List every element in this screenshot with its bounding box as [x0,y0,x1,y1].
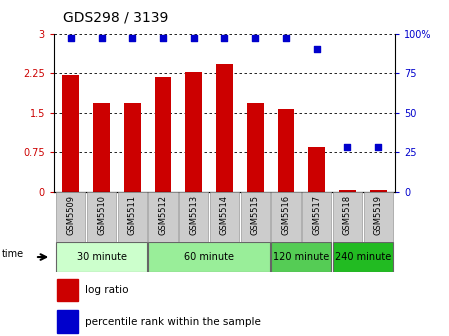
Point [98,36,105,41]
Point [67,36,75,41]
Text: GDS298 / 3139: GDS298 / 3139 [63,10,168,24]
Text: GSM5516: GSM5516 [282,195,291,235]
Point [129,36,136,41]
Text: GSM5515: GSM5515 [251,195,260,235]
Text: GSM5512: GSM5512 [158,195,167,235]
Bar [308,147,325,192]
Point [159,36,167,41]
Bar [57,310,78,333]
Text: 120 minute: 120 minute [273,252,330,262]
Bar [185,72,202,192]
Bar [57,279,78,301]
Bar [241,192,270,242]
Text: percentile rank within the sample: percentile rank within the sample [84,317,260,327]
Text: GSM5519: GSM5519 [374,195,383,235]
Point [282,36,290,41]
Point [251,36,259,41]
Bar [118,192,147,242]
Bar [271,192,300,242]
Text: 240 minute: 240 minute [335,252,391,262]
Text: 30 minute: 30 minute [76,252,127,262]
Bar [216,64,233,192]
Text: GSM5511: GSM5511 [128,195,137,235]
Text: GSM5513: GSM5513 [189,195,198,235]
Bar [271,242,331,272]
Bar [339,191,356,192]
Bar [247,103,264,192]
Bar [179,192,208,242]
Text: 60 minute: 60 minute [184,252,234,262]
Text: GSM5517: GSM5517 [312,195,321,235]
Bar [364,192,393,242]
Text: GSM5509: GSM5509 [66,195,75,235]
Bar [370,191,387,192]
Bar [56,192,85,242]
Text: GSM5518: GSM5518 [343,195,352,235]
Point [313,47,320,52]
Bar [149,242,270,272]
Point [374,144,382,150]
Point [344,144,351,150]
Bar [149,192,178,242]
Bar [277,109,295,192]
Bar [93,103,110,192]
Point [190,36,198,41]
Text: time: time [2,249,24,259]
Text: GSM5510: GSM5510 [97,195,106,235]
Text: log ratio: log ratio [84,285,128,295]
Bar [333,242,393,272]
Bar [154,77,172,192]
Bar [124,103,141,192]
Bar [56,242,147,272]
Bar [62,75,79,192]
Bar [333,192,362,242]
Point [221,36,228,41]
Bar [210,192,239,242]
Bar [302,192,331,242]
Text: GSM5514: GSM5514 [220,195,229,235]
Bar [87,192,116,242]
